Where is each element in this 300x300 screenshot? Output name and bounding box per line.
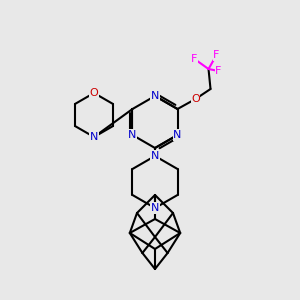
Text: F: F <box>191 54 198 64</box>
Text: F: F <box>213 50 220 60</box>
Text: N: N <box>173 130 182 140</box>
Text: N: N <box>151 203 159 213</box>
Text: N: N <box>128 130 137 140</box>
Text: F: F <box>215 66 222 76</box>
Text: N: N <box>151 91 159 101</box>
Text: O: O <box>191 94 200 104</box>
Text: N: N <box>90 132 98 142</box>
Text: N: N <box>151 151 159 161</box>
Text: O: O <box>90 88 98 98</box>
